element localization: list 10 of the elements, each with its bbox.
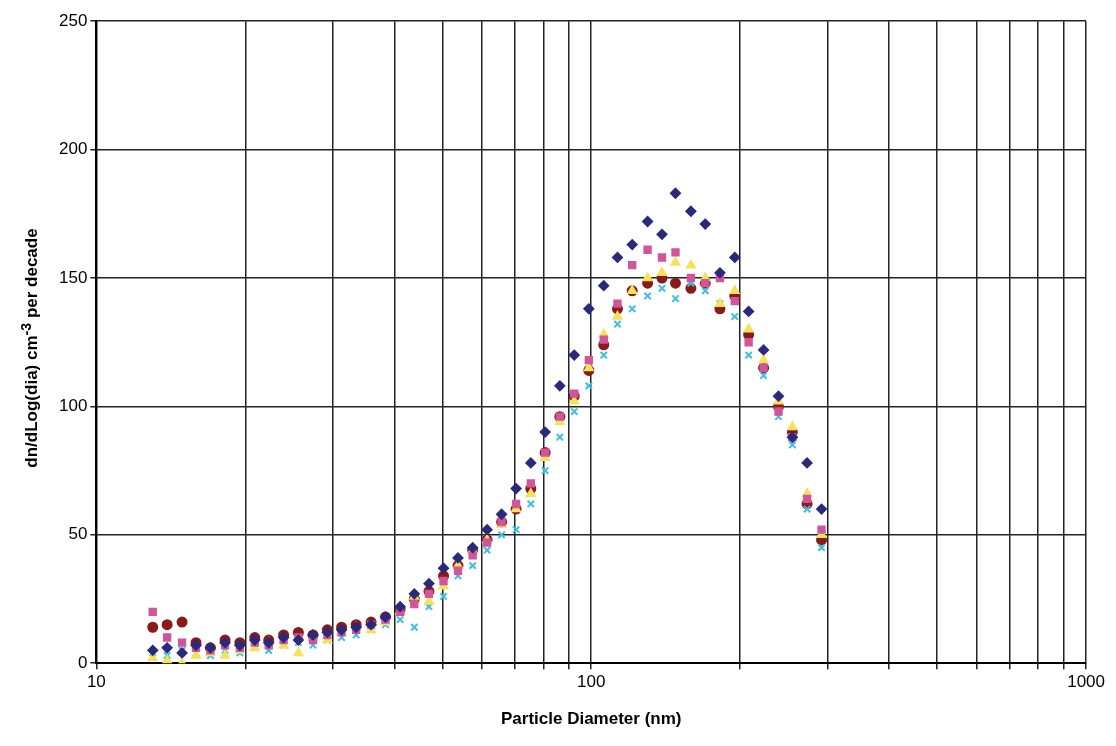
y-tick-label: 250 xyxy=(58,10,88,30)
x-axis-title: Particle Diameter (nm) xyxy=(501,709,682,729)
x-tick-label: 1000 xyxy=(1067,672,1105,692)
y-tick-label: 100 xyxy=(58,396,88,416)
y-tick-label: 50 xyxy=(68,524,88,544)
y-tick-label: 200 xyxy=(58,139,88,159)
y-tick-label: 0 xyxy=(77,652,88,672)
x-tick-label: 10 xyxy=(86,672,106,692)
x-tick-label: 100 xyxy=(577,672,606,692)
y-tick-label: 150 xyxy=(58,267,88,287)
